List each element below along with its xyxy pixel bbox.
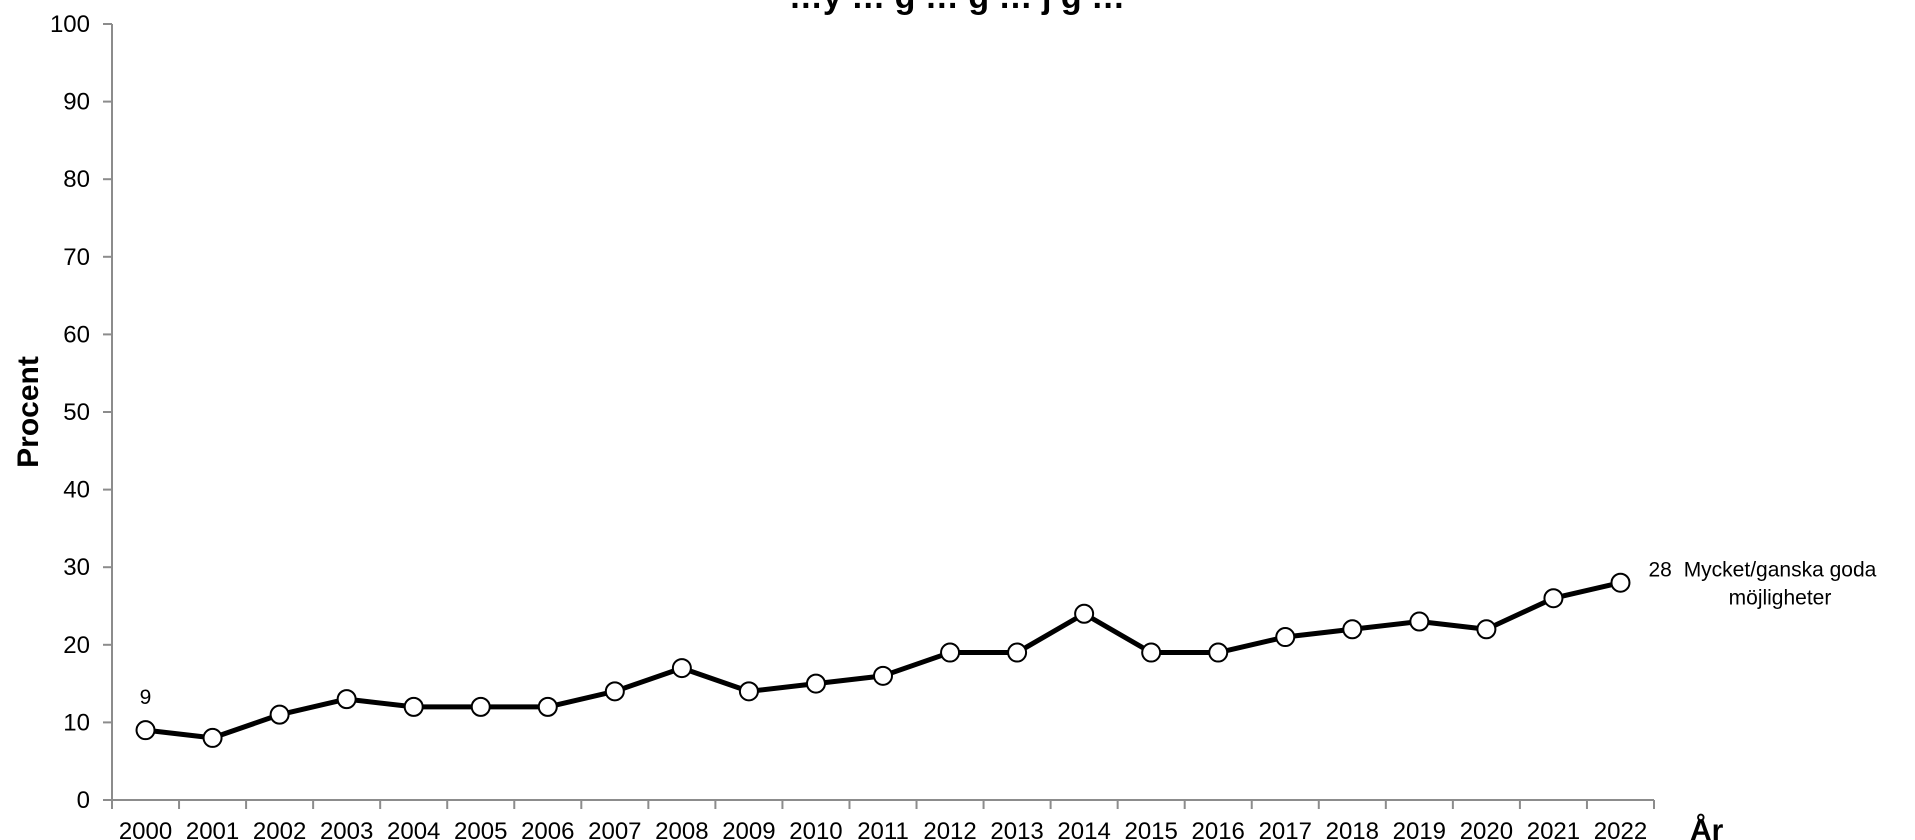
data-point bbox=[1275, 627, 1296, 648]
data-point bbox=[135, 720, 156, 741]
data-point bbox=[671, 658, 692, 679]
x-tick-label: 2010 bbox=[789, 818, 842, 840]
data-point bbox=[604, 681, 625, 702]
data-point bbox=[1543, 588, 1564, 609]
data-point bbox=[1074, 603, 1095, 624]
x-tick-label: 2001 bbox=[186, 818, 239, 840]
x-tick-label: 2013 bbox=[990, 818, 1043, 840]
data-point bbox=[1208, 642, 1229, 663]
series-layer bbox=[135, 572, 1631, 748]
x-tick-label: 2004 bbox=[387, 818, 440, 840]
x-axis-label: År bbox=[1690, 814, 1724, 840]
y-tick-label: 70 bbox=[63, 244, 90, 271]
data-point bbox=[738, 681, 759, 702]
x-tick-label: 2016 bbox=[1192, 818, 1245, 840]
data-point bbox=[537, 696, 558, 717]
y-tick-label: 50 bbox=[63, 399, 90, 426]
data-point bbox=[1141, 642, 1162, 663]
y-tick-label: 90 bbox=[63, 89, 90, 116]
chart-title: …y … g … g … j g … bbox=[789, 0, 1125, 16]
data-point bbox=[269, 704, 290, 725]
x-tick-label: 2006 bbox=[521, 818, 574, 840]
data-point bbox=[1409, 611, 1430, 632]
y-axis-label: Procent bbox=[12, 356, 45, 468]
data-point bbox=[940, 642, 961, 663]
x-tick-label: 2000 bbox=[119, 818, 172, 840]
x-tick-label: 2002 bbox=[253, 818, 306, 840]
data-point bbox=[805, 673, 826, 694]
series-line bbox=[145, 580, 1622, 741]
x-axis: 2000 2001 2002 2003 2004 2005 2006 2007 2008 2009… bbox=[111, 799, 1655, 840]
x-tick-label: 2007 bbox=[588, 818, 641, 840]
y-tick-label: 80 bbox=[63, 166, 90, 193]
data-label: 9 bbox=[140, 686, 152, 709]
x-tick-label: 2018 bbox=[1326, 818, 1379, 840]
y-tick-label: 20 bbox=[63, 632, 90, 659]
y-tick-label: 100 bbox=[50, 11, 90, 38]
x-tick-label: 2022 bbox=[1594, 818, 1647, 840]
x-tick-label: 2009 bbox=[722, 818, 775, 840]
series-name-label: Mycket/ganska goda bbox=[1684, 559, 1877, 582]
data-point bbox=[1342, 619, 1363, 640]
data-point bbox=[1476, 619, 1497, 640]
x-tick-label: 2015 bbox=[1124, 818, 1177, 840]
data-point bbox=[1610, 572, 1631, 593]
data-point bbox=[202, 727, 223, 748]
x-tick-label: 2020 bbox=[1460, 818, 1513, 840]
data-label-layer: Mycket/ganska goda möjligheter 9 28 bbox=[140, 559, 1877, 709]
x-tick-label: 2011 bbox=[857, 818, 909, 840]
data-point bbox=[403, 696, 424, 717]
x-tick-label: 2003 bbox=[320, 818, 373, 840]
x-tick-label: 2008 bbox=[655, 818, 708, 840]
data-point bbox=[470, 696, 491, 717]
y-tick-label: 10 bbox=[63, 709, 90, 736]
data-point bbox=[873, 665, 893, 686]
x-tick-label: 2005 bbox=[454, 818, 507, 840]
y-tick-label: 60 bbox=[63, 321, 90, 348]
x-tick-label: 2017 bbox=[1259, 818, 1312, 840]
data-point bbox=[336, 689, 357, 710]
x-tick-label: 2014 bbox=[1057, 818, 1110, 840]
y-axis: 0 10 20 30 40 50 60 70 80 90 100 bbox=[50, 11, 113, 814]
x-tick-label: 2021 bbox=[1527, 818, 1580, 840]
y-tick-label: 40 bbox=[63, 477, 90, 504]
y-tick-label: 0 bbox=[77, 787, 90, 814]
x-tick-label: 2012 bbox=[923, 818, 976, 840]
y-tick-label: 30 bbox=[63, 554, 90, 581]
series-name-label: möjligheter bbox=[1729, 587, 1832, 610]
data-point bbox=[1007, 642, 1028, 663]
data-label: 28 bbox=[1648, 559, 1671, 582]
x-tick-label: 2019 bbox=[1393, 818, 1446, 840]
